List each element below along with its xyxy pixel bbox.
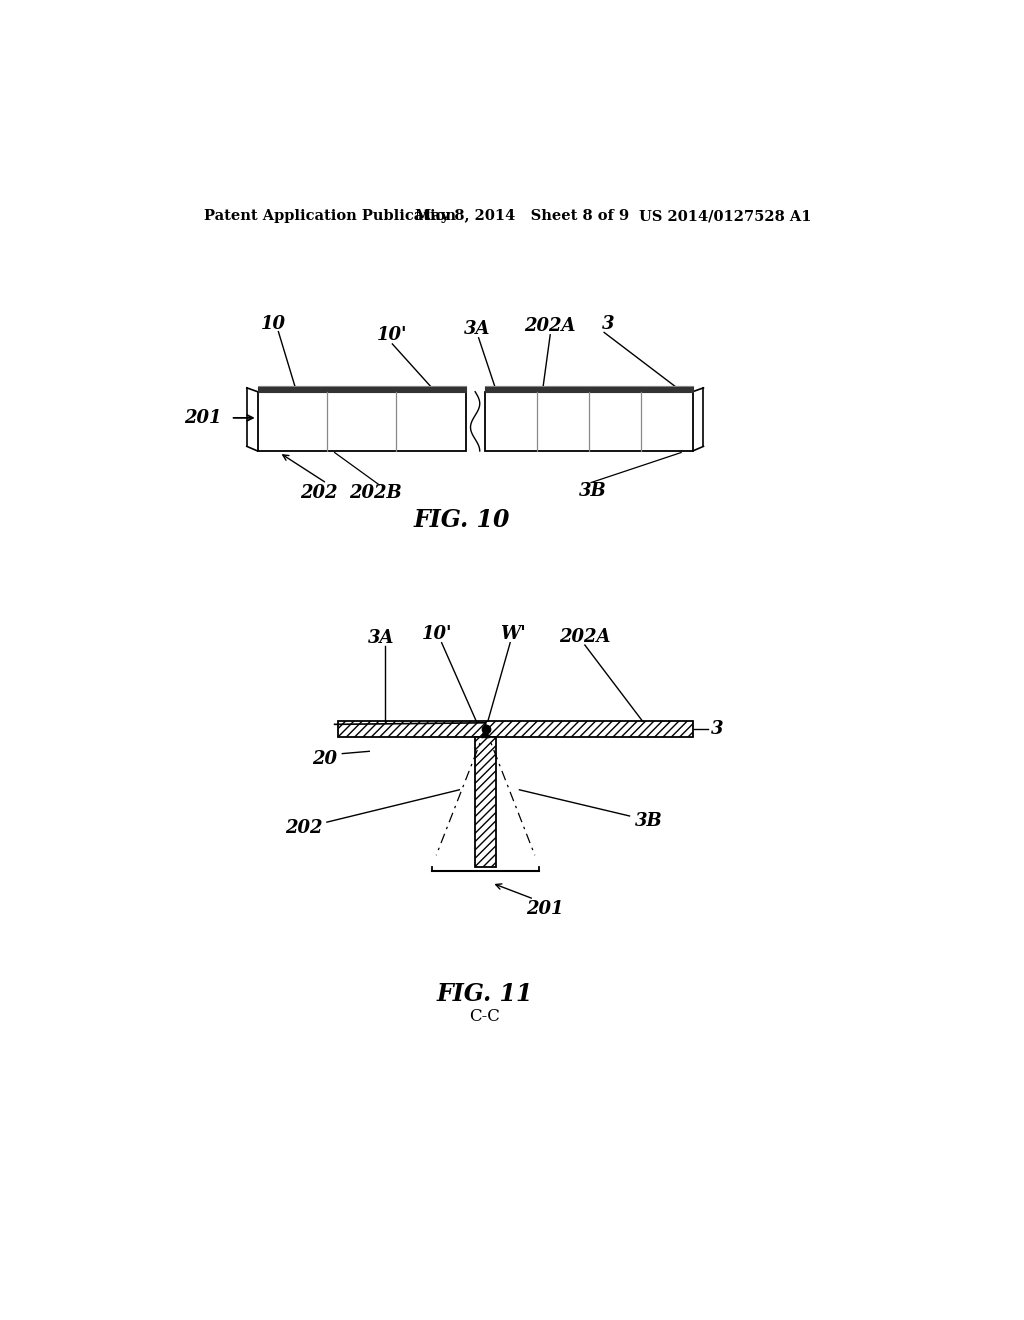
Text: 202A: 202A	[524, 317, 575, 335]
Text: W': W'	[501, 626, 526, 643]
Bar	[475, 738, 497, 867]
Bar	[258, 392, 466, 451]
Bar	[258, 385, 466, 392]
Bar	[475, 738, 497, 867]
Text: 3: 3	[602, 315, 614, 333]
Text: 3B: 3B	[635, 812, 663, 829]
Text: 3B: 3B	[579, 482, 606, 500]
Text: C-C: C-C	[469, 1008, 500, 1026]
Text: 10': 10'	[422, 626, 453, 643]
Text: 201: 201	[184, 409, 221, 426]
Text: 202A: 202A	[559, 628, 610, 647]
Text: FIG. 11: FIG. 11	[436, 982, 534, 1006]
Bar	[484, 392, 692, 451]
Text: 3: 3	[711, 719, 724, 738]
Bar	[484, 385, 692, 392]
Bar	[339, 721, 692, 738]
Text: 3A: 3A	[464, 321, 490, 338]
Text: 202B: 202B	[349, 484, 401, 503]
Text: FIG. 10: FIG. 10	[414, 508, 510, 532]
Text: 3A: 3A	[368, 630, 394, 647]
Bar	[339, 721, 692, 738]
Text: Patent Application Publication: Patent Application Publication	[204, 209, 456, 223]
Text: 202: 202	[286, 820, 323, 837]
Text: 10': 10'	[377, 326, 408, 345]
Text: 202: 202	[300, 484, 337, 503]
Text: 20: 20	[312, 750, 337, 768]
Text: May 8, 2014   Sheet 8 of 9: May 8, 2014 Sheet 8 of 9	[416, 209, 630, 223]
Text: 10: 10	[260, 315, 286, 333]
Polygon shape	[482, 723, 488, 738]
Text: US 2014/0127528 A1: US 2014/0127528 A1	[639, 209, 811, 223]
Text: 201: 201	[526, 900, 563, 919]
